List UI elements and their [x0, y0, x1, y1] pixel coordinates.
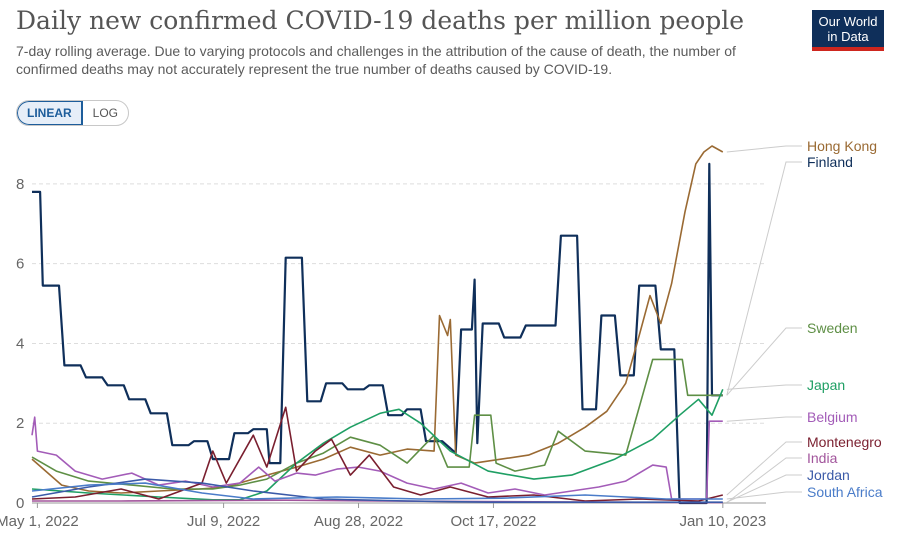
y-tick-label: 8 — [16, 176, 24, 193]
series-line-jordan — [31, 478, 723, 503]
log-scale-button[interactable]: LOG — [92, 106, 119, 120]
y-tick-label: 6 — [16, 256, 24, 273]
logo-line-2: in Data — [827, 29, 869, 44]
series-label-montenegro: Montenegro — [807, 434, 882, 450]
legend-connector — [726, 145, 802, 153]
x-tick-label: May 1, 2022 — [0, 513, 79, 530]
legend-connector — [726, 161, 802, 396]
x-tick-label: Jan 10, 2023 — [679, 513, 766, 530]
scale-toggle[interactable]: LINEAR LOG — [16, 100, 130, 126]
series-label-india: India — [807, 450, 838, 466]
x-tick-label: Jul 9, 2022 — [187, 513, 260, 530]
legend-connector — [726, 491, 802, 500]
x-tick-label: Oct 17, 2022 — [450, 513, 536, 530]
series-label-jordan: Jordan — [807, 467, 850, 483]
y-tick-label: 2 — [16, 415, 24, 432]
x-tick-label: Aug 28, 2022 — [314, 513, 403, 530]
y-tick-label: 0 — [16, 495, 24, 512]
series-label-south-africa: South Africa — [807, 484, 883, 500]
owid-logo[interactable]: Our World in Data — [812, 10, 884, 51]
chart-subtitle: 7-day rolling average. Due to varying pr… — [16, 43, 736, 77]
series-label-hong-kong: Hong Kong — [807, 138, 877, 154]
series-label-sweden: Sweden — [807, 320, 858, 336]
legend-connector — [726, 327, 802, 396]
series-line-finland — [32, 162, 723, 505]
series-line-sweden — [31, 358, 723, 490]
legend-connector — [726, 416, 802, 422]
legend-connector — [726, 441, 802, 496]
logo-line-1: Our World — [818, 14, 878, 29]
linear-scale-button[interactable]: LINEAR — [17, 101, 83, 125]
chart-title: Daily new confirmed COVID-19 deaths per … — [16, 6, 745, 35]
legend-connector — [726, 474, 802, 503]
series-line-south-africa — [31, 482, 723, 500]
y-tick-label: 4 — [16, 335, 24, 352]
series-label-japan: Japan — [807, 377, 845, 393]
series-label-belgium: Belgium — [807, 409, 858, 425]
series-line-hong-kong — [31, 145, 724, 494]
series-line-belgium — [31, 416, 723, 500]
legend-connector — [726, 384, 802, 390]
series-label-finland: Finland — [807, 154, 853, 170]
legend-connector — [726, 457, 802, 504]
